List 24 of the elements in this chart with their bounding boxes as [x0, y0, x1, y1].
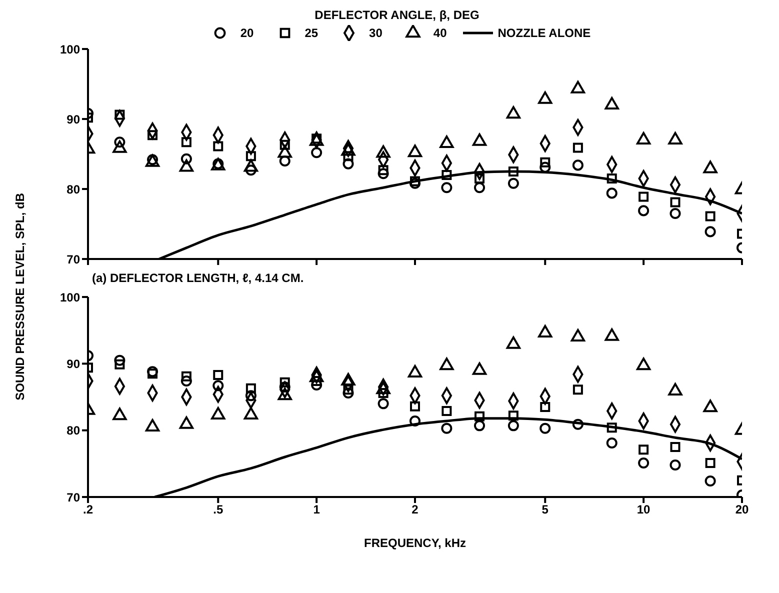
y-tick-label: 80 [66, 182, 80, 196]
legend-label: 25 [304, 26, 318, 40]
legend-label: 40 [433, 26, 447, 40]
y-axis-title: SOUND PRESSURE LEVEL, SPL, dB [13, 192, 27, 400]
legend-label: 30 [369, 26, 382, 40]
x-tick-label: 10 [636, 502, 651, 517]
x-tick-label: .2 [82, 502, 94, 517]
x-tick-label: 1 [313, 502, 320, 517]
x-tick-label: 2 [412, 502, 419, 517]
x-tick-label: 20 [735, 502, 749, 517]
y-tick-label: 100 [60, 290, 80, 304]
y-tick-label: 90 [66, 356, 80, 371]
text: (a) DEFLECTOR LENGTH, ℓ, 4.14 CM. [92, 271, 305, 287]
x-tick-label: .5 [213, 502, 224, 517]
y-tick-label: 70 [66, 252, 80, 266]
y-tick-label: 70 [66, 490, 80, 504]
y-tick-label: 100 [60, 42, 80, 56]
x-axis-title: FREQUENCY, kHz [364, 536, 466, 550]
legend-label: NOZZLE ALONE [498, 26, 591, 40]
legend-title: DEFLECTOR ANGLE, β, DEG [314, 8, 480, 22]
y-tick-label: 80 [66, 424, 80, 438]
x-tick-label: 5 [542, 502, 549, 517]
y-tick-label: 90 [66, 112, 80, 126]
legend-label: 20 [240, 26, 254, 40]
